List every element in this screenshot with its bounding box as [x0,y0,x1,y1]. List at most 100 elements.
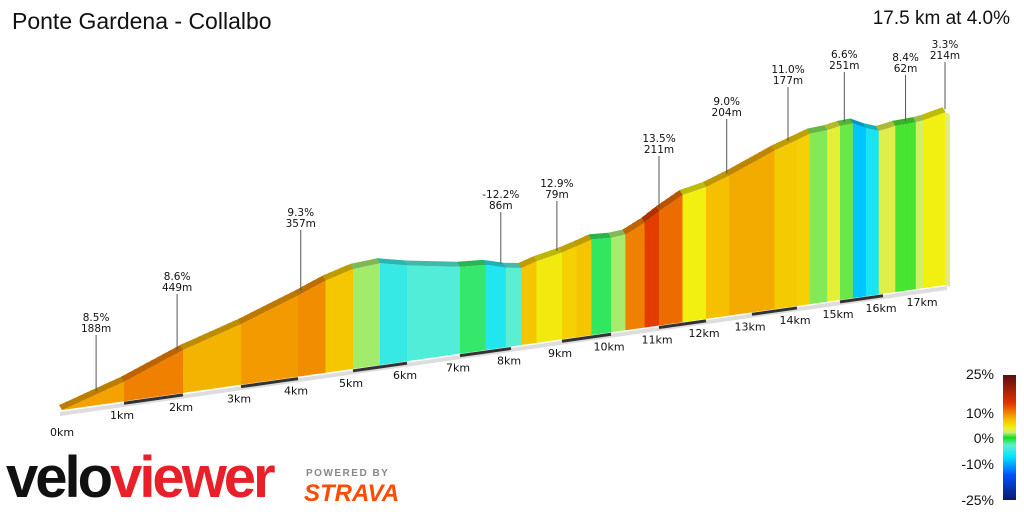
annotation-grade: 3.3% [932,39,959,51]
profile-top-edge [71,396,82,405]
profile-top-edge [871,124,880,131]
profile-top-edge [828,122,837,129]
profile-top-edge [467,260,476,267]
profile-top-edge [933,108,942,116]
annotation-grade: 11.0% [771,64,804,76]
profile-top-edge [502,262,512,268]
annotation-length: 449m [162,282,192,294]
profile-top-edge [858,121,867,129]
x-tick-label: 1km [110,409,134,422]
gradient-segment [412,265,419,361]
gradient-segment [153,362,160,398]
gradient-segment [374,263,381,366]
annotation-grade: 9.3% [287,207,314,219]
profile-top-edge [114,376,125,385]
annotation-length: 357m [286,218,316,230]
gradient-segment [840,125,845,300]
x-tick-label: 4km [284,385,308,398]
profile-top-edge [382,258,392,265]
gradient-segment [246,318,253,384]
gradient-segment [252,315,259,384]
profile-top-edge [377,258,386,264]
gradient-segment [576,243,583,338]
km-band [459,346,512,358]
gradient-segment [526,263,532,345]
km-band [561,332,612,343]
gradient-segment [320,280,327,374]
profile-top-edge [108,379,119,388]
gradient-segment [788,141,794,308]
annotation-length: 62m [894,63,918,75]
profile-top-edge [156,354,166,363]
gradient-segment [465,266,471,353]
profile-top-edge [508,262,517,268]
km-band [839,294,884,304]
x-tick-label: 14km [779,314,810,327]
gradient-segment [792,139,798,307]
gradient-segment [687,191,693,322]
strava-logo[interactable]: STRAVA [304,480,400,507]
annotation-length: 79m [545,189,569,201]
profile-top-edge [593,233,602,239]
gradient-segment [363,265,370,368]
veloviewer-logo[interactable]: veloviewer [6,445,276,510]
gradient-segment [485,264,492,351]
gradient-segment [438,266,445,357]
gradient-segment [797,137,802,306]
x-tick-label: 6km [393,369,417,382]
profile-top-edge [96,385,106,393]
gradient-segment [571,246,578,338]
gradient-segment [165,356,172,396]
annotation-length: 177m [773,75,803,87]
profile-top-edge [472,260,481,266]
x-tick-label: 10km [593,340,624,353]
gradient-segment [891,125,896,293]
profile-top-edge [174,344,184,354]
profile-top-edge [900,118,909,125]
profile-top-edge [414,260,424,266]
gradient-segment [177,349,184,394]
gradient-segment [861,126,867,297]
profile-top-edge [912,116,921,123]
profile-top-edge [921,113,929,120]
profile-top-edge [126,370,137,379]
gradient-segment [649,214,655,327]
profile-top-edge [387,259,397,265]
annotation-grade: 12.9% [540,178,573,190]
gradient-segment [80,398,88,408]
annotation-length: 214m [930,50,960,62]
gradient-segment [490,265,497,350]
gradient-segment [460,266,466,354]
profile-top-edge [425,260,435,267]
gradient-segment [591,238,597,336]
gradient-segment [433,266,440,358]
gradient-segment [844,124,850,300]
gradient-segment [470,265,476,353]
gradient-segment [852,123,858,299]
gradient-segment [883,128,888,294]
gradient-segment [217,331,225,388]
profile-top-edge [849,118,858,125]
gradient-segment [928,116,933,288]
profile-top-edge [144,360,155,369]
gradient-segment [654,211,660,327]
x-tick-label: 17km [906,296,937,309]
gradient-segment [801,135,807,306]
profile-top-edge [482,259,492,266]
profile-top-edge [841,119,850,126]
gradient-segment [93,392,100,406]
gradient-segment [124,378,131,402]
gradient-segment [827,128,832,302]
x-tick-label: 7km [446,362,470,375]
legend-label: 25% [965,366,994,382]
profile-top-edge [925,111,933,119]
gradient-segment [659,207,665,326]
gradient-segment [417,265,424,360]
gradient-segment [719,177,725,317]
profile-top-edge [916,114,925,122]
gradient-legend-bar [1003,375,1016,500]
x-tick-label: 16km [865,302,896,315]
gradient-segment [615,235,622,332]
gradient-segment [314,283,321,375]
x-tick-label: 2km [169,401,193,414]
